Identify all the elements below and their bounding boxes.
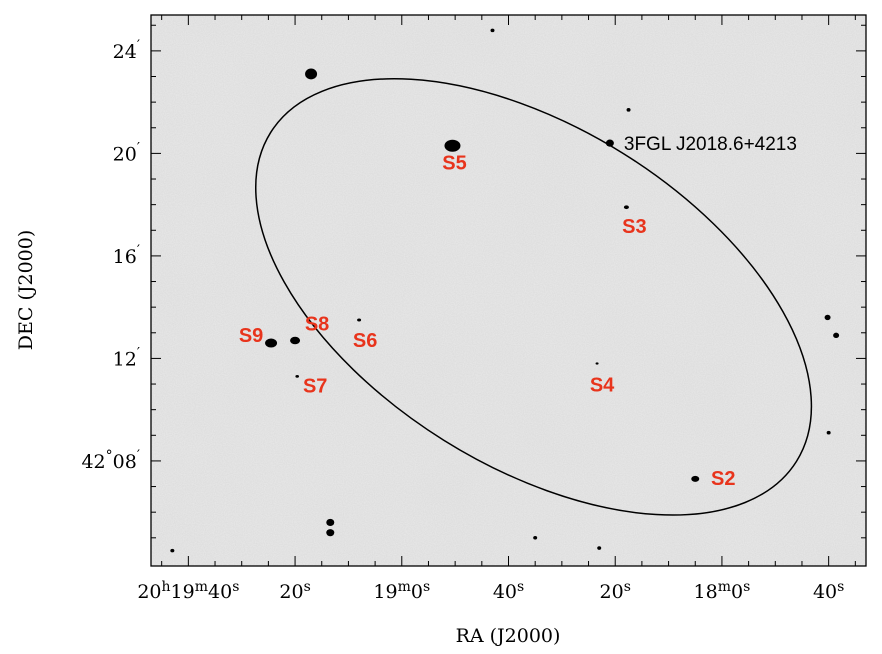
- image-background: [151, 15, 866, 566]
- radio-blob: [533, 536, 538, 540]
- y-tick-label: 16′: [113, 243, 140, 268]
- radio-blob: [833, 332, 840, 339]
- radio-blob: [326, 518, 335, 527]
- radio-blob: [597, 546, 602, 550]
- x-tick-label: 40s: [813, 579, 844, 603]
- source-s6-marker: [357, 318, 362, 322]
- source-s9-marker: [265, 338, 278, 348]
- source-s4-marker: [595, 362, 599, 365]
- source-label: S9: [239, 325, 263, 347]
- radio-blob: [326, 529, 335, 537]
- x-tick-label: 20s: [600, 579, 631, 603]
- y-tick-label: 20′: [113, 140, 140, 165]
- source-label: S2: [711, 468, 735, 490]
- fermi-error-ellipse: [254, 78, 813, 516]
- source-label: S6: [353, 330, 377, 352]
- radio-blob: [826, 430, 831, 435]
- y-axis-label: DEC (J2000): [15, 230, 37, 350]
- y-tick-label: 42°08′: [81, 448, 140, 473]
- source-s3-marker: [623, 205, 629, 210]
- source-s2-marker: [691, 475, 700, 482]
- radio-blob: [490, 28, 495, 33]
- source-s7-marker: [295, 375, 300, 378]
- source-s8-marker: [290, 336, 301, 345]
- source-label: S7: [303, 375, 327, 397]
- y-tick-label: 12′: [113, 345, 140, 370]
- radio-blob: [605, 139, 614, 147]
- source-label: S3: [622, 216, 646, 238]
- x-tick-label: 20h19m40s: [137, 579, 239, 603]
- source-s5-marker: [444, 139, 461, 152]
- x-axis-label: RA (J2000): [456, 625, 561, 647]
- x-tick-label: 18m0s: [694, 579, 751, 603]
- radio-blob: [170, 548, 175, 553]
- x-tick-label: 20s: [279, 579, 310, 603]
- radio-blob: [305, 68, 318, 80]
- fermi-source-label: 3FGL J2018.6+4213: [624, 134, 797, 155]
- source-label: S5: [442, 153, 466, 175]
- x-tick-label: 40s: [493, 579, 524, 603]
- source-label: S4: [590, 375, 615, 397]
- radio-blob: [824, 314, 831, 321]
- radio-blob: [626, 108, 631, 112]
- y-tick-label: 24′: [113, 38, 140, 63]
- x-tick-label: 19m0s: [373, 579, 430, 603]
- source-label: S8: [305, 313, 329, 335]
